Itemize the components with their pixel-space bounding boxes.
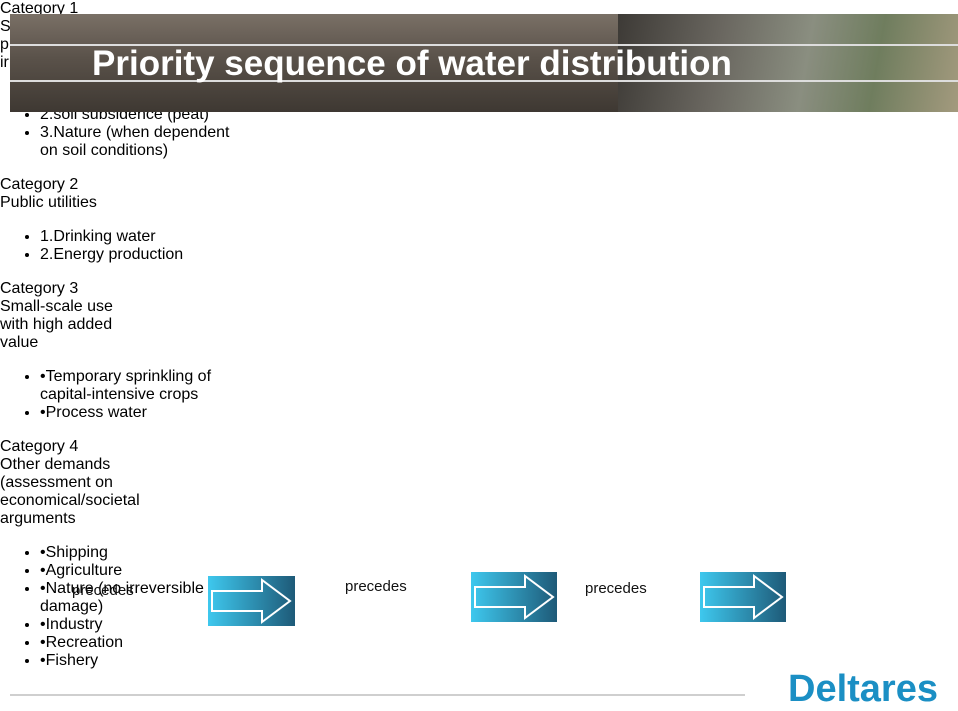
connector-label: precedes bbox=[345, 578, 407, 595]
arrow bbox=[471, 572, 557, 622]
arrow bbox=[700, 572, 786, 622]
connector-label: precedes bbox=[72, 582, 134, 599]
slide: Priority sequence of water distribution … bbox=[0, 0, 958, 711]
footer-rule bbox=[10, 694, 745, 696]
arrows bbox=[0, 0, 958, 711]
logo: Deltares bbox=[788, 668, 938, 711]
connector-label: precedes bbox=[585, 580, 647, 597]
arrow bbox=[208, 576, 295, 626]
